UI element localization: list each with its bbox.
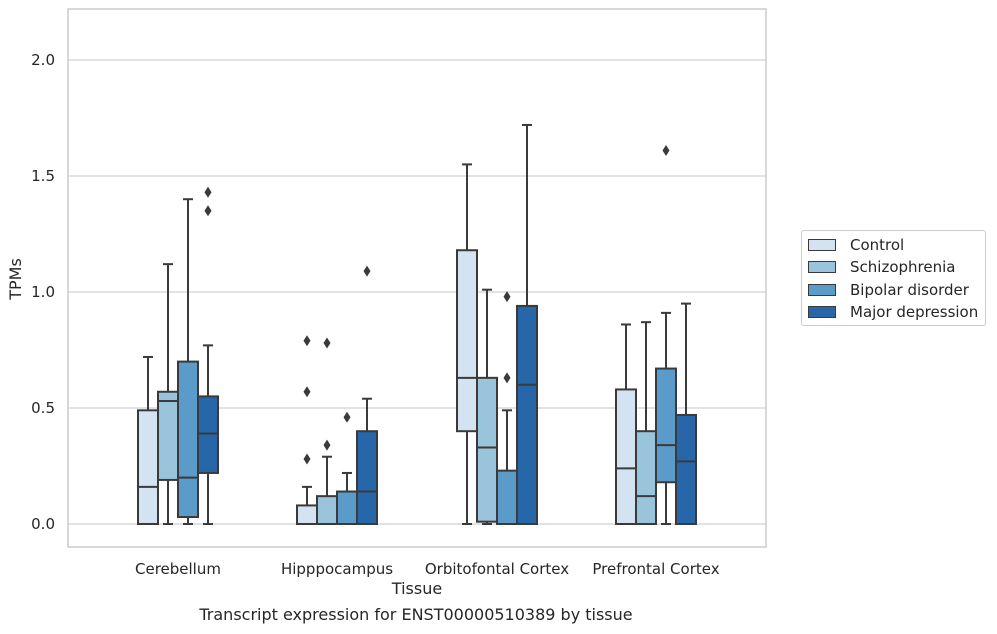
box-3-2 xyxy=(655,144,677,525)
outlier-point xyxy=(323,337,331,349)
box-2-2 xyxy=(496,291,518,526)
legend-swatch-control xyxy=(808,239,836,251)
box-1-2 xyxy=(336,411,358,525)
x-tick-label: Orbitofontal Cortex xyxy=(425,560,569,578)
legend-item-schizophrenia: Schizophrenia xyxy=(808,257,955,277)
box xyxy=(516,304,538,526)
outlier-point xyxy=(662,144,670,156)
legend: Control Schizophrenia Bipolar disorder M… xyxy=(801,230,986,326)
box-3-3 xyxy=(675,302,697,525)
box-0-3 xyxy=(197,186,219,525)
box-1-1 xyxy=(316,337,338,526)
outlier-point xyxy=(503,372,511,384)
box-3-0 xyxy=(615,323,637,525)
box xyxy=(615,388,637,525)
x-tick-label: Prefrontal Cortex xyxy=(592,560,719,578)
legend-item-bipolar-disorder: Bipolar disorder xyxy=(808,280,969,300)
box xyxy=(635,430,657,526)
outlier-point xyxy=(204,205,212,217)
box xyxy=(316,495,338,526)
box xyxy=(476,376,498,523)
box-groups xyxy=(137,123,697,526)
y-tick-label: 0.0 xyxy=(31,515,55,533)
box xyxy=(336,490,358,525)
legend-swatch-bipolar-disorder xyxy=(808,284,836,296)
box xyxy=(137,409,159,526)
box-1-3 xyxy=(356,265,378,526)
x-axis-label: Tissue xyxy=(391,579,442,598)
y-tick-labels: 0.0 0.5 1.0 1.5 2.0 xyxy=(31,51,55,533)
x-tick-label: Cerebellum xyxy=(135,560,221,578)
outlier-point xyxy=(503,291,511,303)
figure-caption: Transcript expression for ENST0000051038… xyxy=(199,605,633,624)
x-tick-labels: Cerebellum Hipppocampus Orbitofontal Corte… xyxy=(135,560,720,578)
box xyxy=(496,469,518,526)
legend-label-schizophrenia: Schizophrenia xyxy=(850,258,956,276)
box xyxy=(675,413,697,525)
x-tick-label: Hipppocampus xyxy=(281,560,393,578)
box-3-1 xyxy=(635,321,657,526)
box xyxy=(177,360,199,519)
box xyxy=(655,367,677,484)
y-tick-label: 0.5 xyxy=(31,399,55,417)
box xyxy=(296,504,318,526)
box xyxy=(197,395,219,474)
outlier-point xyxy=(323,439,331,451)
legend-label-control: Control xyxy=(850,236,905,254)
outlier-point xyxy=(363,265,371,277)
y-tick-label: 2.0 xyxy=(31,51,55,69)
outlier-point xyxy=(204,186,212,198)
box xyxy=(456,249,478,433)
outlier-point xyxy=(303,453,311,465)
legend-item-major-depression: Major depression xyxy=(808,302,978,322)
plot-frame xyxy=(67,8,767,548)
box-0-0 xyxy=(137,355,159,526)
box-1-0 xyxy=(296,335,318,526)
y-tick-label: 1.5 xyxy=(31,167,55,185)
box-2-3 xyxy=(516,123,538,526)
legend-item-control: Control xyxy=(808,235,904,255)
box-0-2 xyxy=(177,198,199,525)
box-0-1 xyxy=(157,263,179,525)
outlier-point xyxy=(303,335,311,347)
outlier-point xyxy=(303,386,311,398)
box xyxy=(157,390,179,481)
legend-swatch-schizophrenia xyxy=(808,261,836,273)
y-tick-label: 1.0 xyxy=(31,283,55,301)
box-2-0 xyxy=(456,163,478,525)
legend-label-bipolar-disorder: Bipolar disorder xyxy=(850,281,969,299)
box xyxy=(356,430,378,526)
outlier-point xyxy=(343,411,351,423)
legend-label-major-depression: Major depression xyxy=(850,303,979,321)
legend-swatch-major-depression xyxy=(808,306,836,318)
box-2-1 xyxy=(476,288,498,525)
y-axis-label: TPMs xyxy=(6,258,25,301)
